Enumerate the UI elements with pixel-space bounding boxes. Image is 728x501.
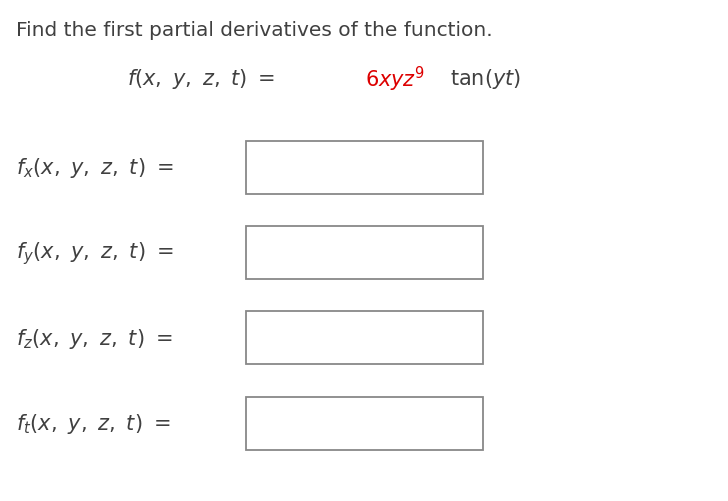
Text: $f_x(x,\ y,\ z,\ t)\ =$: $f_x(x,\ y,\ z,\ t)\ =$ — [16, 156, 173, 180]
Text: $f_y(x,\ y,\ z,\ t)\ =$: $f_y(x,\ y,\ z,\ t)\ =$ — [16, 239, 173, 267]
Text: $f(x,\ y,\ z,\ t)\ =\ $: $f(x,\ y,\ z,\ t)\ =\ $ — [127, 67, 276, 91]
Text: $6xyz^9$: $6xyz^9$ — [365, 65, 426, 94]
Text: Find the first partial derivatives of the function.: Find the first partial derivatives of th… — [16, 21, 493, 40]
Text: $f_z(x,\ y,\ z,\ t)\ =$: $f_z(x,\ y,\ z,\ t)\ =$ — [16, 326, 173, 350]
Text: $\tan(yt)$: $\tan(yt)$ — [450, 67, 521, 91]
Text: $f_t(x,\ y,\ z,\ t)\ =$: $f_t(x,\ y,\ z,\ t)\ =$ — [16, 411, 170, 435]
